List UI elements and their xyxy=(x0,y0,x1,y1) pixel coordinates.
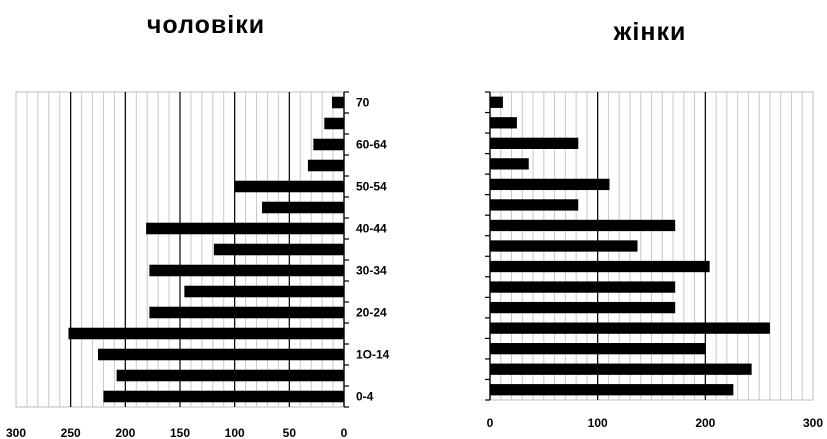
men-bar xyxy=(116,369,344,382)
men-bar xyxy=(184,285,344,298)
women-bar xyxy=(490,219,676,232)
men-bar xyxy=(234,180,344,193)
men-x-tick-label: 50 xyxy=(283,426,297,439)
women-bar xyxy=(490,178,610,191)
men-category-label: 70 xyxy=(356,96,370,110)
women-bar xyxy=(490,137,579,149)
women-bar xyxy=(490,260,710,273)
men-category-label: 40-44 xyxy=(356,222,387,236)
men-x-tick-label: 150 xyxy=(170,426,190,439)
men-category-label: 0-4 xyxy=(356,390,374,404)
men-bar xyxy=(213,243,344,256)
men-chart-title: чоловіки xyxy=(147,11,265,39)
women-bar xyxy=(490,363,752,375)
women-x-tick-label: 100 xyxy=(588,416,608,430)
men-bar xyxy=(149,264,344,277)
men-bar xyxy=(103,390,344,403)
men-bar xyxy=(98,348,344,361)
men-category-label: 1O-14 xyxy=(356,348,390,362)
women-chart: жінки 0 100 200 300 xyxy=(485,18,823,430)
men-chart: чоловіки 0-4 1O-14 20-24 30-34 40-44 50-54 60-… xyxy=(6,11,390,439)
men-bar xyxy=(331,96,344,109)
men-category-label: 60-64 xyxy=(356,138,387,152)
men-bar xyxy=(313,138,344,151)
women-bar xyxy=(490,240,638,252)
women-bar xyxy=(490,301,676,314)
men-x-tick-label: 200 xyxy=(115,426,135,439)
women-bar xyxy=(490,199,579,211)
men-x-tick-label: 250 xyxy=(61,426,81,439)
men-bar xyxy=(324,117,344,130)
women-bar xyxy=(490,322,770,334)
men-x-tick-label: 0 xyxy=(341,426,348,439)
women-bar xyxy=(490,117,517,129)
men-bar xyxy=(146,222,344,235)
women-bar xyxy=(490,96,503,108)
men-bar xyxy=(68,327,344,340)
men-bar xyxy=(149,306,344,319)
men-category-label: 20-24 xyxy=(356,306,387,320)
women-x-tick-label: 300 xyxy=(803,416,823,430)
men-x-tick-label: 100 xyxy=(225,426,245,439)
men-bar xyxy=(307,159,344,172)
women-chart-title: жінки xyxy=(613,18,687,46)
men-category-label: 50-54 xyxy=(356,180,387,194)
women-x-tick-label: 200 xyxy=(695,416,715,430)
men-bar xyxy=(262,201,344,214)
men-x-tick-label: 300 xyxy=(6,426,26,439)
women-bar xyxy=(490,281,676,293)
women-x-tick-label: 0 xyxy=(487,416,494,430)
women-bar xyxy=(490,384,734,396)
women-bar xyxy=(490,343,706,355)
women-bar xyxy=(490,158,529,170)
men-category-label: 30-34 xyxy=(356,264,387,278)
